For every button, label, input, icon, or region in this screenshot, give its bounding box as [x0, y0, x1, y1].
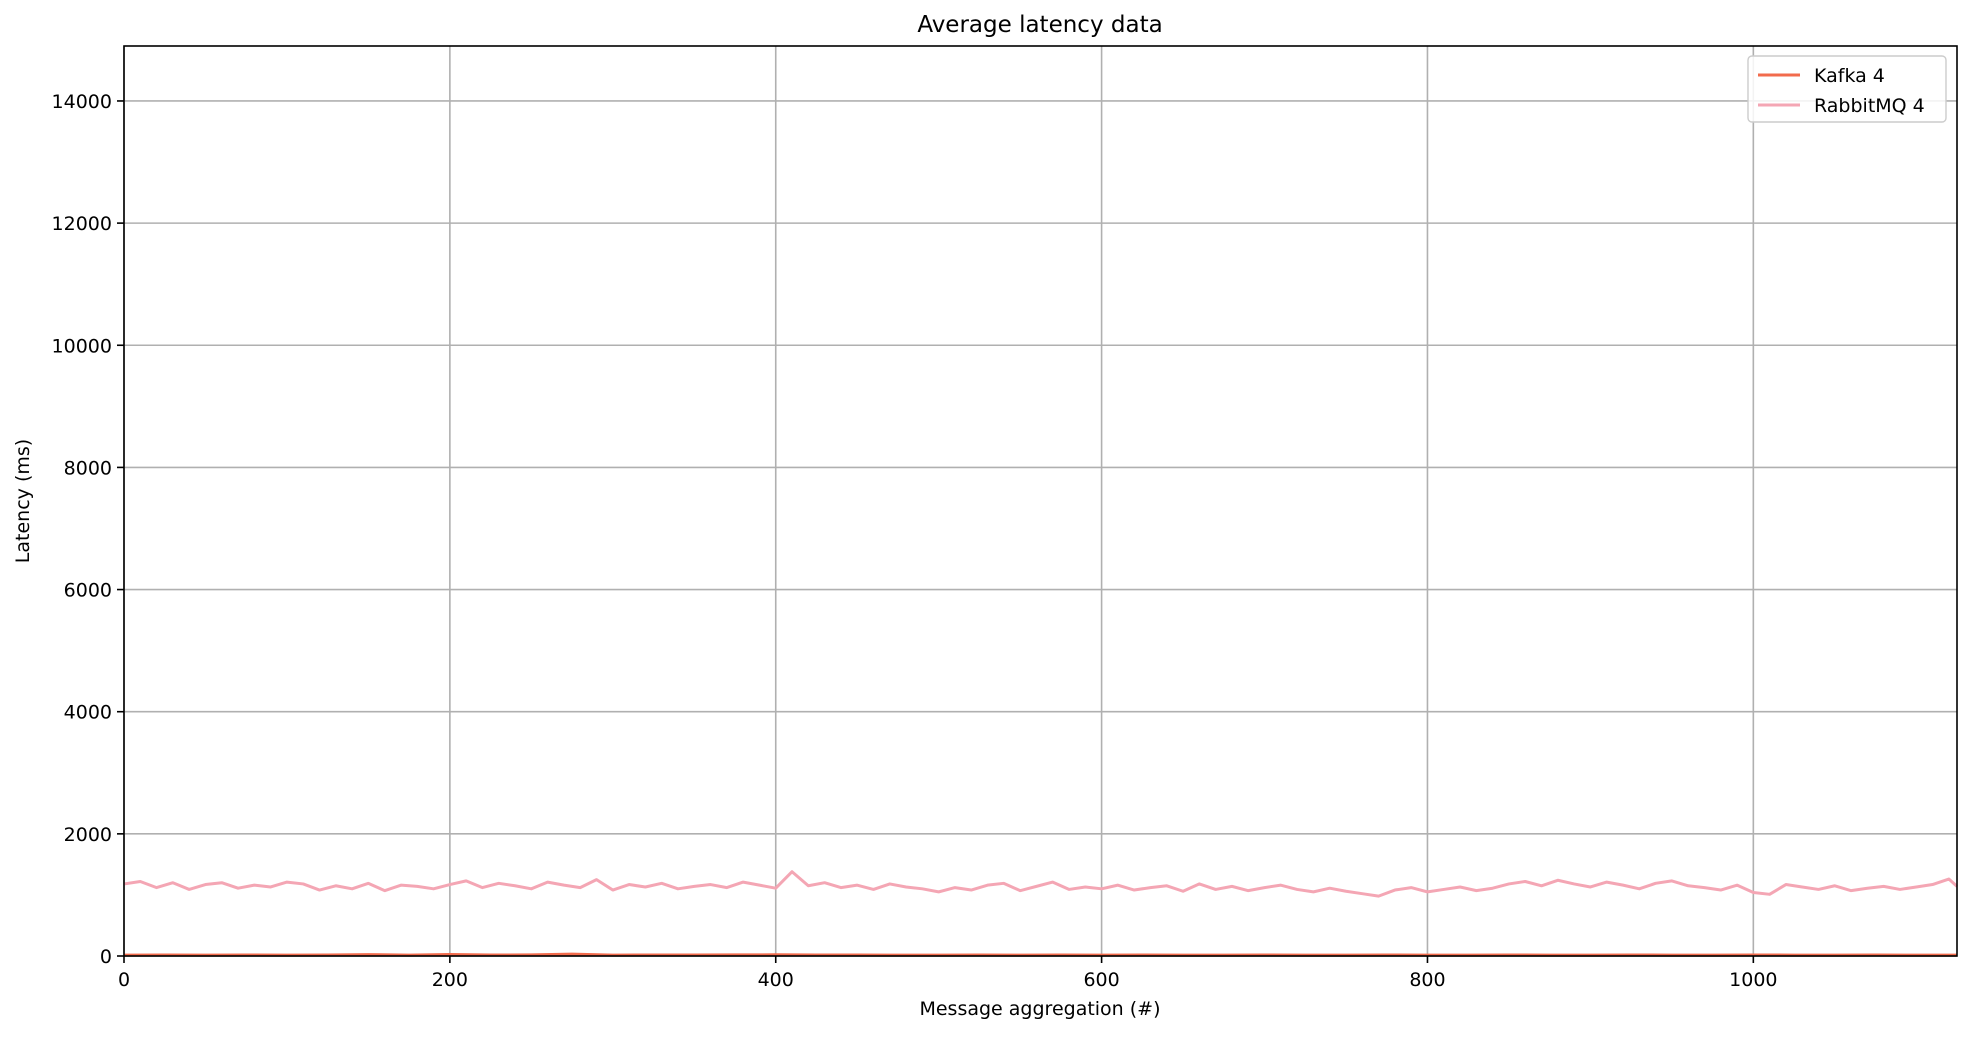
series-lines [123, 870, 1959, 957]
y-tick-label: 6000 [64, 580, 112, 602]
y-tick-label: 10000 [52, 335, 112, 357]
x-tick-label: 400 [758, 969, 794, 991]
grid-lines [123, 46, 1957, 957]
x-tick-label: 600 [1083, 969, 1119, 991]
legend-label: Kafka 4 [1814, 65, 1885, 87]
x-axis-ticks: 0 200 400 600 800 1000 [118, 956, 1778, 991]
x-tick-label: 0 [118, 969, 130, 991]
chart-title: Average latency data [917, 12, 1162, 38]
series-line-rabbitmq-4 [123, 870, 1959, 898]
series-line-kafka-4 [123, 952, 1957, 957]
y-axis-title: Latency (ms) [12, 439, 34, 563]
x-tick-label: 800 [1409, 969, 1445, 991]
y-tick-label: 2000 [64, 824, 112, 846]
y-tick-label: 0 [100, 946, 112, 968]
y-tick-label: 12000 [52, 213, 112, 235]
y-axis-ticks: 0 2000 4000 6000 8000 10000 12000 14000 [52, 91, 124, 968]
y-tick-label: 8000 [64, 457, 112, 479]
x-tick-label: 1000 [1729, 969, 1777, 991]
legend-label: RabbitMQ 4 [1814, 95, 1925, 117]
plot-frame [123, 45, 1958, 957]
x-axis-title: Message aggregation (#) [919, 998, 1160, 1020]
x-tick-label: 200 [432, 969, 468, 991]
y-tick-label: 14000 [52, 91, 112, 113]
y-tick-label: 4000 [64, 702, 112, 724]
legend: Kafka 4 RabbitMQ 4 [1747, 55, 1947, 123]
